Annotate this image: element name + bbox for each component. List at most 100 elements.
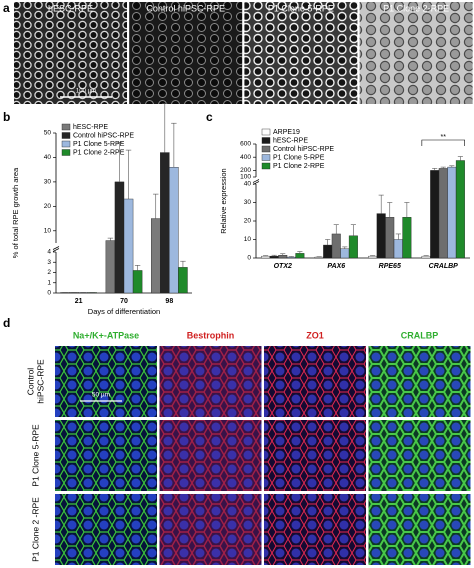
bar — [323, 244, 333, 259]
bar — [314, 256, 324, 259]
column-title: Na+/K+-ATPase — [73, 330, 139, 340]
y-tick-label: 10 — [44, 227, 52, 234]
panel-label: a — [3, 1, 10, 15]
row-title: Control — [25, 368, 35, 396]
y-tick-label: 200 — [240, 167, 251, 174]
legend-swatch — [61, 132, 71, 139]
y-tick-label: 30 — [44, 179, 52, 186]
bar — [430, 170, 440, 259]
y-tick-label: 4 — [47, 249, 51, 256]
y-tick-label: 40 — [244, 181, 252, 188]
y-tick-label: 20 — [244, 218, 252, 225]
legend-label: P1 Clone 2-RPE — [73, 149, 125, 156]
legend-label: ARPE19 — [273, 129, 300, 136]
bar — [447, 166, 457, 259]
fluorescence-image — [159, 346, 262, 417]
fluorescence-image — [264, 346, 366, 417]
y-tick-label: 2 — [47, 269, 51, 276]
column-title: ZO1 — [306, 330, 324, 340]
bar — [261, 255, 271, 259]
y-tick-label: 400 — [240, 154, 251, 161]
legend-swatch — [261, 128, 271, 136]
legend-swatch — [261, 137, 271, 144]
axis-break — [52, 246, 60, 250]
fluorescence-image — [55, 494, 157, 565]
legend-label: P1 Clone 5-RPE — [273, 154, 325, 161]
legend-label: hESC-RPE — [273, 137, 308, 144]
legend-label: hESC-RPE — [73, 124, 108, 131]
legend-label: Control hiPSC-RPE — [73, 132, 134, 139]
y-axis-label: % of total RPE growth area — [11, 167, 20, 258]
bar — [160, 152, 170, 294]
bar — [393, 239, 403, 259]
y-tick-label: 0 — [247, 255, 251, 262]
scale-bar-label: 100 µm — [76, 89, 96, 95]
fluorescence-image — [368, 420, 471, 491]
micrograph — [14, 2, 127, 104]
significance-bracket — [421, 139, 465, 146]
bar — [368, 255, 378, 259]
bar — [438, 168, 448, 259]
bar — [421, 255, 431, 259]
row-title: P1 Clone 5-RPE — [30, 424, 40, 487]
micrograph — [359, 2, 473, 104]
image-title: P1 Clone 2-RPE — [383, 3, 449, 13]
bar — [150, 218, 161, 294]
column-title: CRALBP — [401, 330, 439, 340]
bar — [402, 217, 412, 259]
axis-break — [252, 181, 260, 185]
y-tick-label: 50 — [44, 130, 52, 137]
row-title: hiPSC-RPE — [35, 359, 45, 404]
y-tick-label: 1 — [47, 279, 51, 286]
axis-break — [52, 248, 60, 252]
fluorescence-image — [159, 420, 262, 491]
image-title: hESC-RPE — [48, 3, 93, 13]
bar — [295, 253, 305, 259]
micrograph — [129, 2, 243, 104]
panel-label: b — [3, 110, 10, 124]
bar — [278, 255, 288, 259]
bar — [376, 213, 386, 259]
y-tick-label: 0 — [47, 290, 51, 297]
bar — [169, 167, 179, 294]
legend-label: Control hiPSC-RPE — [273, 146, 334, 153]
legend-swatch — [61, 149, 71, 156]
bar — [286, 256, 296, 259]
bar — [123, 198, 134, 294]
bar — [114, 181, 125, 294]
x-tick-label: 70 — [120, 298, 128, 305]
x-tick-label: PAX6 — [327, 263, 345, 270]
y-tick-label: 600 — [240, 141, 251, 148]
legend-swatch — [261, 162, 271, 170]
fluorescence-image — [264, 420, 366, 491]
image-title: Control hiPSC-RPE — [146, 3, 225, 13]
legend-label: P1 Clone 5-RPE — [73, 141, 125, 148]
bar — [132, 270, 143, 294]
x-tick-label: RPE65 — [379, 263, 401, 270]
bar — [331, 233, 341, 259]
panel-label: c — [206, 110, 213, 124]
bar — [269, 255, 279, 259]
bar — [178, 267, 188, 294]
bar — [340, 248, 350, 259]
x-tick-label: 98 — [165, 298, 173, 305]
fluorescence-image — [159, 494, 262, 565]
fluorescence-image — [368, 346, 471, 417]
y-tick-label: 10 — [244, 236, 252, 243]
bar — [385, 217, 395, 259]
column-title: Bestrophin — [187, 330, 235, 340]
y-tick-label: 20 — [44, 203, 52, 210]
image-title: P1 Clone 5-RPE — [268, 3, 334, 13]
panel-label: d — [3, 316, 10, 330]
fluorescence-image — [264, 494, 366, 565]
bar — [348, 235, 358, 259]
y-axis-label: Relative expression — [219, 168, 228, 233]
legend-swatch — [261, 145, 271, 153]
row-title: P1 Clone 2 -RPE — [30, 497, 40, 562]
y-tick-label: 100 — [240, 174, 251, 181]
legend-label: P1 Clone 2-RPE — [273, 163, 325, 170]
x-tick-label: CRALBP — [429, 263, 458, 270]
y-tick-label: 30 — [244, 199, 252, 206]
x-tick-label: OTX2 — [274, 263, 292, 270]
